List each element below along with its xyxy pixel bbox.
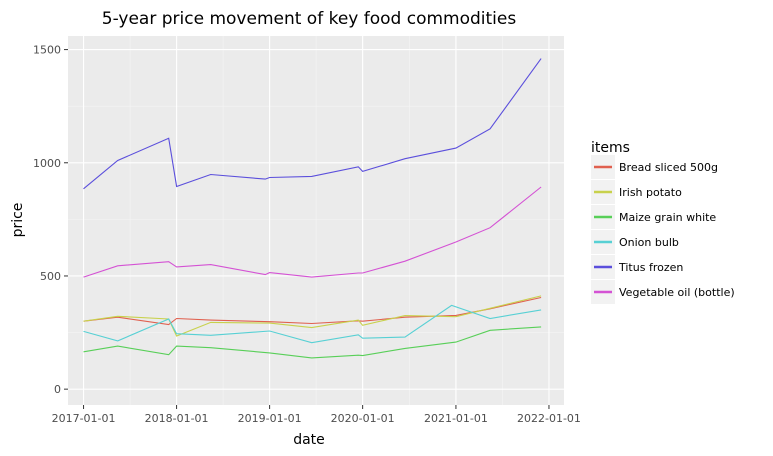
axis-ticks: 0 500 1000 1500 2017-01-01 2018-01-01 2019-01-… bbox=[33, 44, 581, 425]
x-axis-title: date bbox=[293, 432, 325, 448]
legend-label: Bread sliced 500g bbox=[619, 161, 718, 174]
legend-label: Vegetable oil (bottle) bbox=[619, 286, 735, 299]
series-line-bread-sliced-500g bbox=[83, 296, 542, 326]
legend-label: Onion bulb bbox=[619, 236, 679, 249]
chart-title: 5-year price movement of key food commod… bbox=[102, 9, 517, 29]
series-line-onion-bulb bbox=[83, 304, 542, 344]
x-tick-label: 2019-01-01 bbox=[238, 412, 302, 425]
x-tick-label: 2018-01-01 bbox=[145, 412, 209, 425]
series-line-vegetable-oil-bottle bbox=[83, 186, 542, 278]
y-axis-title: price bbox=[10, 203, 26, 238]
x-tick-label: 2022-01-01 bbox=[517, 412, 581, 425]
x-tick-label: 2021-01-01 bbox=[424, 412, 488, 425]
series-line-maize-grain-white bbox=[83, 326, 542, 359]
legend-label: Irish potato bbox=[619, 186, 682, 199]
x-tick-label: 2020-01-01 bbox=[331, 412, 395, 425]
legend-label: Titus frozen bbox=[618, 261, 683, 274]
legend-label: Maize grain white bbox=[619, 211, 716, 224]
grid bbox=[68, 36, 564, 405]
y-tick-label: 1500 bbox=[33, 44, 61, 57]
y-tick-label: 0 bbox=[54, 383, 61, 396]
series-lines bbox=[83, 58, 542, 359]
legend-title: items bbox=[591, 140, 630, 156]
series-line-titus-frozen bbox=[83, 58, 542, 190]
y-tick-label: 1000 bbox=[33, 157, 61, 170]
legend: Bread sliced 500g Irish potato Maize grain… bbox=[591, 155, 735, 304]
y-tick-label: 500 bbox=[40, 270, 61, 283]
x-tick-label: 2017-01-01 bbox=[52, 412, 116, 425]
